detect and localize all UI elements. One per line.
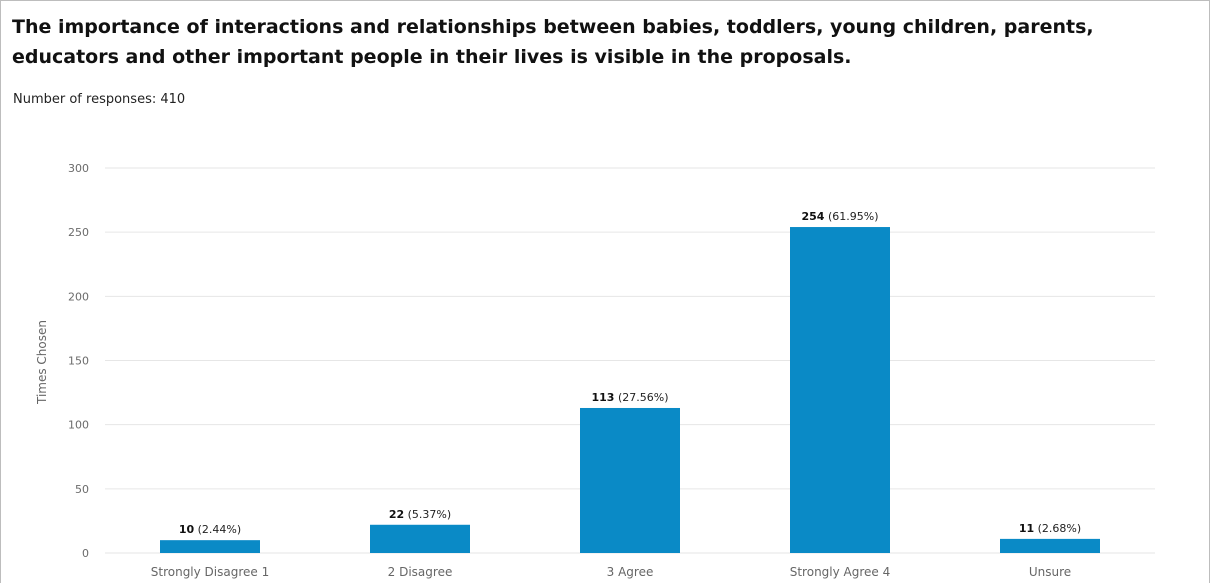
- x-category-label: Strongly Disagree 1: [151, 565, 270, 579]
- y-tick-label: 50: [75, 483, 89, 496]
- y-tick-label: 0: [82, 547, 89, 560]
- chart-title: The importance of interactions and relat…: [12, 16, 1094, 68]
- bar-count: 254: [802, 210, 825, 223]
- bar-data-label: 10 (2.44%): [179, 523, 241, 536]
- bar-count: 113: [592, 391, 615, 404]
- bar-data-label: 113 (27.56%): [592, 391, 669, 404]
- y-tick-label: 200: [68, 290, 89, 303]
- bar-percent: (2.68%): [1034, 522, 1081, 535]
- bar: [370, 524, 470, 553]
- bar: [580, 407, 680, 553]
- x-category-label: Strongly Agree 4: [790, 565, 891, 579]
- bar-percent: (5.37%): [404, 508, 451, 521]
- bar-data-label: 254 (61.95%): [802, 210, 879, 223]
- x-axis-categories: Strongly Disagree 1 2 Disagree 3 Agree Stro…: [151, 565, 1071, 579]
- y-axis-ticks: 0 50 100 150 200 250 300: [68, 162, 89, 560]
- y-tick-label: 300: [68, 162, 89, 175]
- x-category-label: 2 Disagree: [388, 565, 453, 579]
- y-tick-label: 150: [68, 355, 89, 368]
- bar: [1000, 538, 1100, 553]
- bar-count: 22: [389, 508, 404, 521]
- bar-data-label: 11 (2.68%): [1019, 522, 1081, 535]
- bar-count: 11: [1019, 522, 1034, 535]
- responses-count: Number of responses: 410: [13, 92, 186, 107]
- bar-percent: (2.44%): [194, 523, 241, 536]
- data-labels: 10 (2.44%) 22 (5.37%) 113 (27.56%) 254 (61.…: [179, 210, 1081, 536]
- bar-count: 10: [179, 523, 195, 536]
- bar: [160, 540, 260, 553]
- x-category-label: 3 Agree: [607, 565, 654, 579]
- bar-data-label: 22 (5.37%): [389, 508, 451, 521]
- y-axis-label: Times Chosen: [35, 320, 49, 405]
- x-category-label: Unsure: [1029, 565, 1071, 579]
- bar: [790, 227, 890, 554]
- y-tick-label: 100: [68, 419, 89, 432]
- bar-percent: (61.95%): [824, 210, 878, 223]
- y-tick-label: 250: [68, 226, 89, 239]
- bars: [160, 227, 1100, 554]
- bar-percent: (27.56%): [614, 391, 668, 404]
